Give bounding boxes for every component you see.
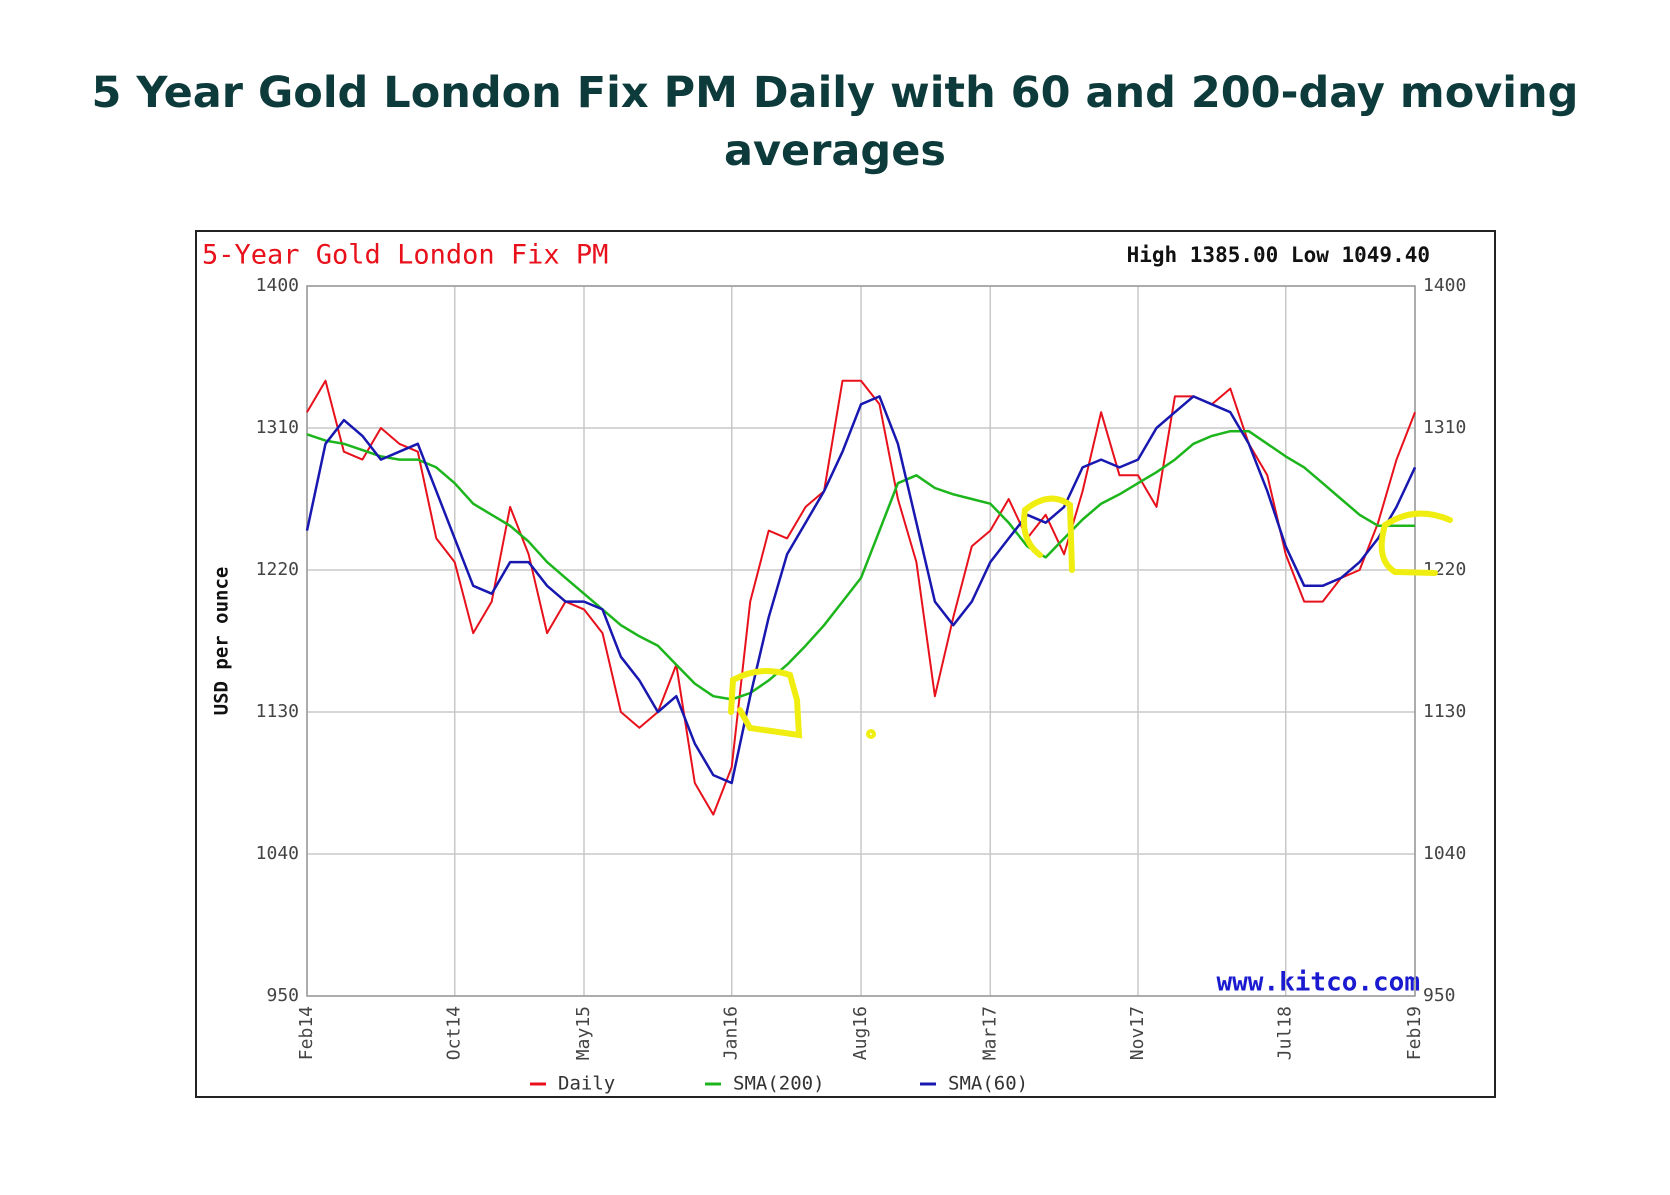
x-tick-label: Feb14	[296, 1006, 317, 1060]
y-axis-label: USD per ounce	[211, 567, 233, 716]
series-line	[306, 429, 1415, 701]
x-tick-label: Mar17	[979, 1006, 1000, 1060]
y-tick-label-right: 1310	[1423, 417, 1466, 438]
y-tick-label-right: 950	[1423, 985, 1456, 1006]
chart-frame	[195, 230, 1496, 1098]
y-tick-label: 1040	[256, 843, 299, 864]
page-title-line-1: 5 Year Gold London Fix PM Daily with 60 …	[92, 68, 1579, 176]
series-line	[305, 395, 1417, 785]
highlight	[728, 668, 803, 739]
highlight	[866, 729, 876, 739]
plot-area: 950 950 1040 1040 1130 1130 1220 1220 1310 1310 14…	[256, 275, 1467, 1095]
highlight	[1378, 510, 1453, 576]
series-line	[306, 379, 1416, 816]
legend-label: Daily	[558, 1073, 615, 1095]
chart-title: 5-Year Gold London Fix PM	[202, 240, 608, 271]
x-tick-label: Jul18	[1275, 1006, 1296, 1060]
source: www.kitco.com	[1217, 968, 1421, 998]
legend-label: SMA(200)	[733, 1073, 825, 1095]
y-tick-label: 1310	[256, 417, 299, 438]
y-tick-label-right: 1040	[1423, 843, 1466, 864]
y-tick-label: 1130	[256, 701, 299, 722]
x-tick-label: Aug16	[850, 1006, 871, 1060]
x-tick-label: Nov17	[1127, 1006, 1148, 1060]
y-tick-label: 950	[266, 985, 299, 1006]
highlight	[1021, 495, 1075, 573]
plot-border	[306, 285, 1416, 997]
y-tick-label-right: 1220	[1423, 559, 1466, 580]
x-tick-label: Feb19	[1404, 1006, 1425, 1060]
x-tick-label: Jan16	[721, 1006, 742, 1060]
y-tick-label-right: 1400	[1423, 275, 1466, 296]
highlight-marks	[728, 495, 1453, 739]
x-tick-label: Oct14	[444, 1006, 465, 1060]
y-tick-label: 1400	[256, 275, 299, 296]
legend-label: SMA(60)	[948, 1073, 1028, 1095]
y-tick-label-right: 1130	[1423, 701, 1466, 722]
y-tick-label: 1220	[256, 559, 299, 580]
x-tick-label: May15	[573, 1006, 594, 1060]
high-low: High 1385.00 Low 1049.40	[1127, 243, 1430, 267]
